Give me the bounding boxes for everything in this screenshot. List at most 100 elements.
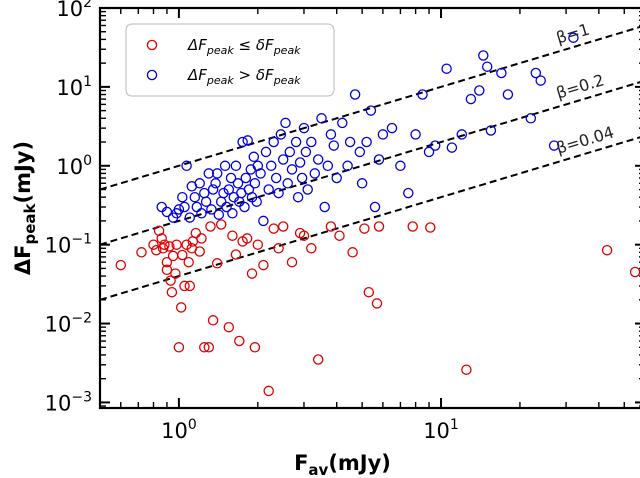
red-point-11 xyxy=(165,275,176,286)
blue-point-68 xyxy=(312,154,324,165)
blue-point-41 xyxy=(248,151,260,163)
red-point-21 xyxy=(183,256,194,268)
red-point-36 xyxy=(230,249,242,260)
blue-point-59 xyxy=(290,136,302,148)
red-point-15 xyxy=(171,239,182,250)
red-point-25 xyxy=(190,227,202,239)
blue-point-52 xyxy=(273,187,284,199)
blue-point-105 xyxy=(535,75,546,86)
blue-point-71 xyxy=(322,160,334,172)
blue-point-8 xyxy=(184,212,196,223)
blue-point-28 xyxy=(227,208,238,219)
red-point-20 xyxy=(181,239,192,250)
blue-point-14 xyxy=(199,187,210,199)
blue-point-101 xyxy=(496,67,507,79)
blue-point-53 xyxy=(275,129,287,140)
blue-point-42 xyxy=(249,178,261,189)
blue-point-10 xyxy=(189,191,201,203)
blue-point-94 xyxy=(446,142,458,153)
red-point-57 xyxy=(363,286,375,298)
red-point-44 xyxy=(263,385,274,397)
blue-point-80 xyxy=(356,178,368,189)
blue-point-106 xyxy=(548,140,560,151)
red-point-41 xyxy=(249,342,261,353)
blue-point-54 xyxy=(277,154,289,165)
y-tick-label-0: 10−3 xyxy=(45,389,92,415)
blue-point-100 xyxy=(485,125,497,136)
reference-line-beta-0 xyxy=(100,25,640,191)
blue-point-89 xyxy=(410,129,421,140)
blue-point-36 xyxy=(240,172,252,184)
blue-point-99 xyxy=(481,61,493,72)
blue-point-51 xyxy=(270,172,282,184)
blue-point-76 xyxy=(342,160,353,172)
x-tick-label-1: 101 xyxy=(423,417,459,443)
red-point-30 xyxy=(205,221,216,232)
red-point-14 xyxy=(170,268,181,279)
red-point-55 xyxy=(347,247,358,258)
blue-point-87 xyxy=(395,160,406,172)
blue-point-5 xyxy=(177,191,188,203)
blue-point-12 xyxy=(194,178,205,189)
blue-point-25 xyxy=(221,201,232,213)
blue-point-91 xyxy=(423,146,435,158)
blue-point-20 xyxy=(211,168,223,179)
blue-point-98 xyxy=(478,50,489,61)
blue-point-86 xyxy=(386,122,398,134)
blue-series-layer xyxy=(156,32,579,227)
blue-point-69 xyxy=(316,113,327,124)
red-point-53 xyxy=(325,221,337,232)
legend-label-1: ΔFpeak > δFpeak xyxy=(187,66,301,87)
blue-point-22 xyxy=(215,196,227,207)
blue-point-55 xyxy=(280,117,291,129)
red-point-58 xyxy=(371,298,383,309)
x-axis-label: Fav(mJy) xyxy=(294,451,391,478)
blue-point-58 xyxy=(286,164,298,175)
blue-point-73 xyxy=(328,140,340,151)
red-point-27 xyxy=(196,233,207,244)
red-point-31 xyxy=(207,315,219,326)
blue-point-26 xyxy=(223,184,235,195)
blue-point-11 xyxy=(191,201,203,213)
legend-label-0: ΔFpeak ≤ δFpeak xyxy=(187,36,301,57)
legend-box xyxy=(125,23,335,97)
blue-point-46 xyxy=(258,215,269,227)
blue-point-104 xyxy=(530,67,542,79)
red-point-33 xyxy=(215,219,227,230)
blue-point-1 xyxy=(161,206,173,218)
blue-point-27 xyxy=(225,172,237,184)
blue-point-85 xyxy=(377,129,389,140)
red-point-61 xyxy=(425,222,436,233)
legend-marker-1 xyxy=(146,69,158,81)
blue-point-30 xyxy=(230,160,242,172)
reference-line-beta-1 xyxy=(100,81,640,246)
blue-point-44 xyxy=(252,160,264,172)
blue-point-61 xyxy=(294,157,306,168)
red-point-13 xyxy=(167,250,179,262)
red-series-layer xyxy=(115,219,640,397)
red-point-62 xyxy=(461,364,472,375)
red-point-32 xyxy=(211,258,223,269)
red-point-52 xyxy=(312,354,324,365)
red-point-29 xyxy=(203,342,215,353)
red-point-8 xyxy=(161,256,173,268)
blue-point-65 xyxy=(302,184,313,195)
blue-point-95 xyxy=(456,129,468,140)
blue-point-78 xyxy=(349,89,361,100)
red-point-28 xyxy=(199,342,210,353)
blue-point-19 xyxy=(210,178,221,189)
red-point-17 xyxy=(175,302,187,313)
red-point-63 xyxy=(601,244,613,256)
blue-point-92 xyxy=(429,140,441,151)
red-point-45 xyxy=(268,223,279,234)
x-tick-label-0: 100 xyxy=(161,417,197,443)
blue-point-18 xyxy=(207,184,219,195)
blue-point-60 xyxy=(292,191,304,203)
red-point-40 xyxy=(246,268,258,279)
red-point-26 xyxy=(194,246,205,257)
blue-point-63 xyxy=(298,122,310,134)
y-tick-label-3: 100 xyxy=(56,153,92,179)
